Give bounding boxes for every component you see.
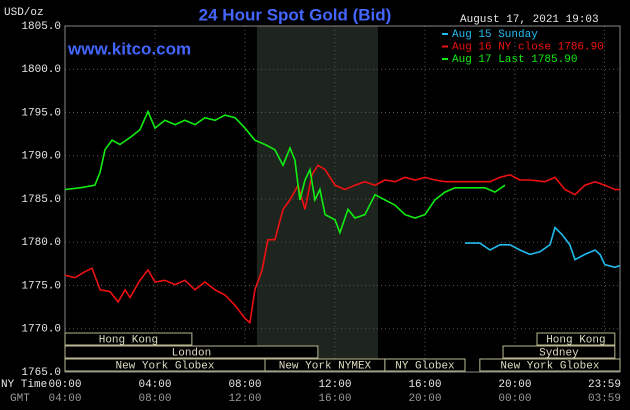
x-tick-label-gmt: 03:59	[588, 393, 621, 405]
x-tick-label: 23:59	[588, 379, 621, 391]
timestamp: August 17, 2021 19:03	[460, 14, 599, 26]
y-tick-label: 1765.0	[21, 367, 61, 379]
x-tick-label-gmt: 08:00	[138, 393, 171, 405]
y-tick-label: 1770.0	[21, 324, 61, 336]
session-box	[536, 332, 616, 346]
session-label: Sydney	[539, 347, 579, 359]
x-axis-label: NY Time	[1, 379, 47, 391]
x-tick-label-gmt: 16:00	[318, 393, 351, 405]
x-tick-label: 16:00	[408, 379, 441, 391]
x-tick-label-gmt: 20:00	[408, 393, 441, 405]
session-label: New York Globex	[115, 360, 214, 372]
session-box	[479, 358, 621, 372]
legend-label: Aug 15 Sunday	[452, 29, 538, 41]
y-tick-label: 1785.0	[21, 194, 61, 206]
x-tick-label: 08:00	[228, 379, 261, 391]
chart-title: 24 Hour Spot Gold (Bid)	[199, 5, 392, 24]
x-tick-label-gmt: 04:00	[48, 393, 81, 405]
series-line	[64, 109, 506, 236]
y-tick-label: 1805.0	[21, 21, 61, 33]
session-box	[64, 332, 193, 346]
x-tick-label: 20:00	[498, 379, 531, 391]
y-tick-label: 1795.0	[21, 107, 61, 119]
series-line	[465, 225, 621, 269]
source: www.kitco.com	[67, 39, 191, 58]
series-line	[64, 164, 620, 325]
y-tick-label: 1775.0	[21, 280, 61, 292]
session-box	[502, 345, 616, 359]
x-tick-label-gmt: 12:00	[228, 393, 261, 405]
session-label: New York Globex	[500, 360, 599, 372]
legend-label: Aug 16 NY close 1786.90	[452, 41, 604, 53]
y-tick-label: 1800.0	[21, 64, 61, 76]
y-tick-label: 1780.0	[21, 237, 61, 249]
session-label: New York NYMEX	[279, 360, 372, 372]
session-label: NY Globex	[395, 360, 455, 372]
session-box	[64, 345, 319, 359]
session-box	[384, 358, 466, 372]
session-label: Hong Kong	[546, 334, 605, 346]
x-tick-label-gmt: 00:00	[498, 393, 531, 405]
legend-label: Aug 17 Last 1785.90	[452, 54, 577, 66]
x-tick-label: 00:00	[48, 379, 81, 391]
x-tick-label: 04:00	[138, 379, 171, 391]
x-axis-label: GMT	[10, 393, 30, 405]
y-unit: USD/oz	[4, 7, 44, 19]
session-label: London	[172, 347, 212, 359]
x-tick-label: 12:00	[318, 379, 351, 391]
y-tick-label: 1790.0	[21, 151, 61, 163]
plot-frame	[64, 25, 621, 373]
session-label: Hong Kong	[99, 334, 158, 346]
